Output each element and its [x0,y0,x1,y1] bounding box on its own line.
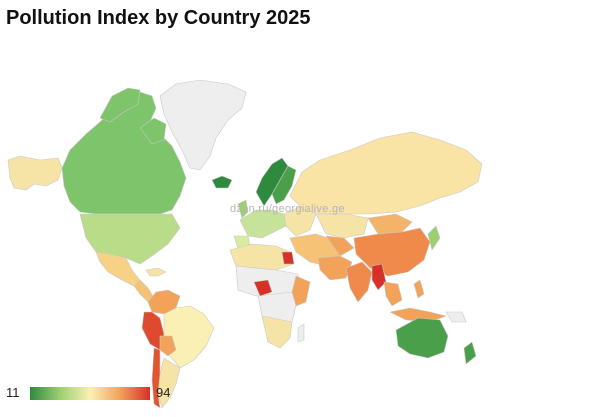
legend-color-scale [30,387,150,400]
region-baffin-island [139,117,167,145]
country-philippines[interactable] [413,279,425,299]
country-australia[interactable] [395,317,449,359]
country-china[interactable] [353,227,431,277]
country-bolivia[interactable] [159,335,177,357]
region-southeast-asia[interactable] [383,281,403,307]
map-title: Pollution Index by Country 2025 [6,7,311,29]
country-russia[interactable] [289,131,483,215]
country-new-zealand[interactable] [463,341,477,365]
watermark-text: dzen.ru/georgialive.ge [230,203,345,215]
country-papua-new-guinea[interactable] [445,311,467,323]
region-caribbean [145,267,167,277]
country-nigeria[interactable] [253,279,273,297]
country-sweden-finland[interactable] [271,165,297,205]
country-mongolia[interactable] [367,213,413,235]
country-usa[interactable] [79,213,181,265]
legend-min-label: 11 [6,385,20,400]
region-east-africa[interactable] [291,275,311,307]
region-arctic-islands [99,87,141,123]
country-uk[interactable] [237,199,249,219]
country-myanmar[interactable] [371,263,387,291]
country-greenland[interactable] [159,79,247,171]
country-japan[interactable] [427,225,441,251]
country-egypt[interactable] [281,251,295,265]
country-iran[interactable] [317,255,353,281]
region-southern-africa[interactable] [261,315,293,349]
region-central-asia[interactable] [325,235,355,257]
country-argentina[interactable] [157,357,181,409]
country-india[interactable] [345,261,373,303]
legend-max-label: 94 [156,385,171,400]
country-colombia[interactable] [147,289,181,315]
country-madagascar[interactable] [297,323,305,343]
country-alaska[interactable] [7,155,63,191]
country-indonesia[interactable] [389,307,447,323]
country-iceland[interactable] [211,175,233,189]
country-chile[interactable] [151,347,161,409]
country-kazakhstan[interactable] [315,213,369,239]
